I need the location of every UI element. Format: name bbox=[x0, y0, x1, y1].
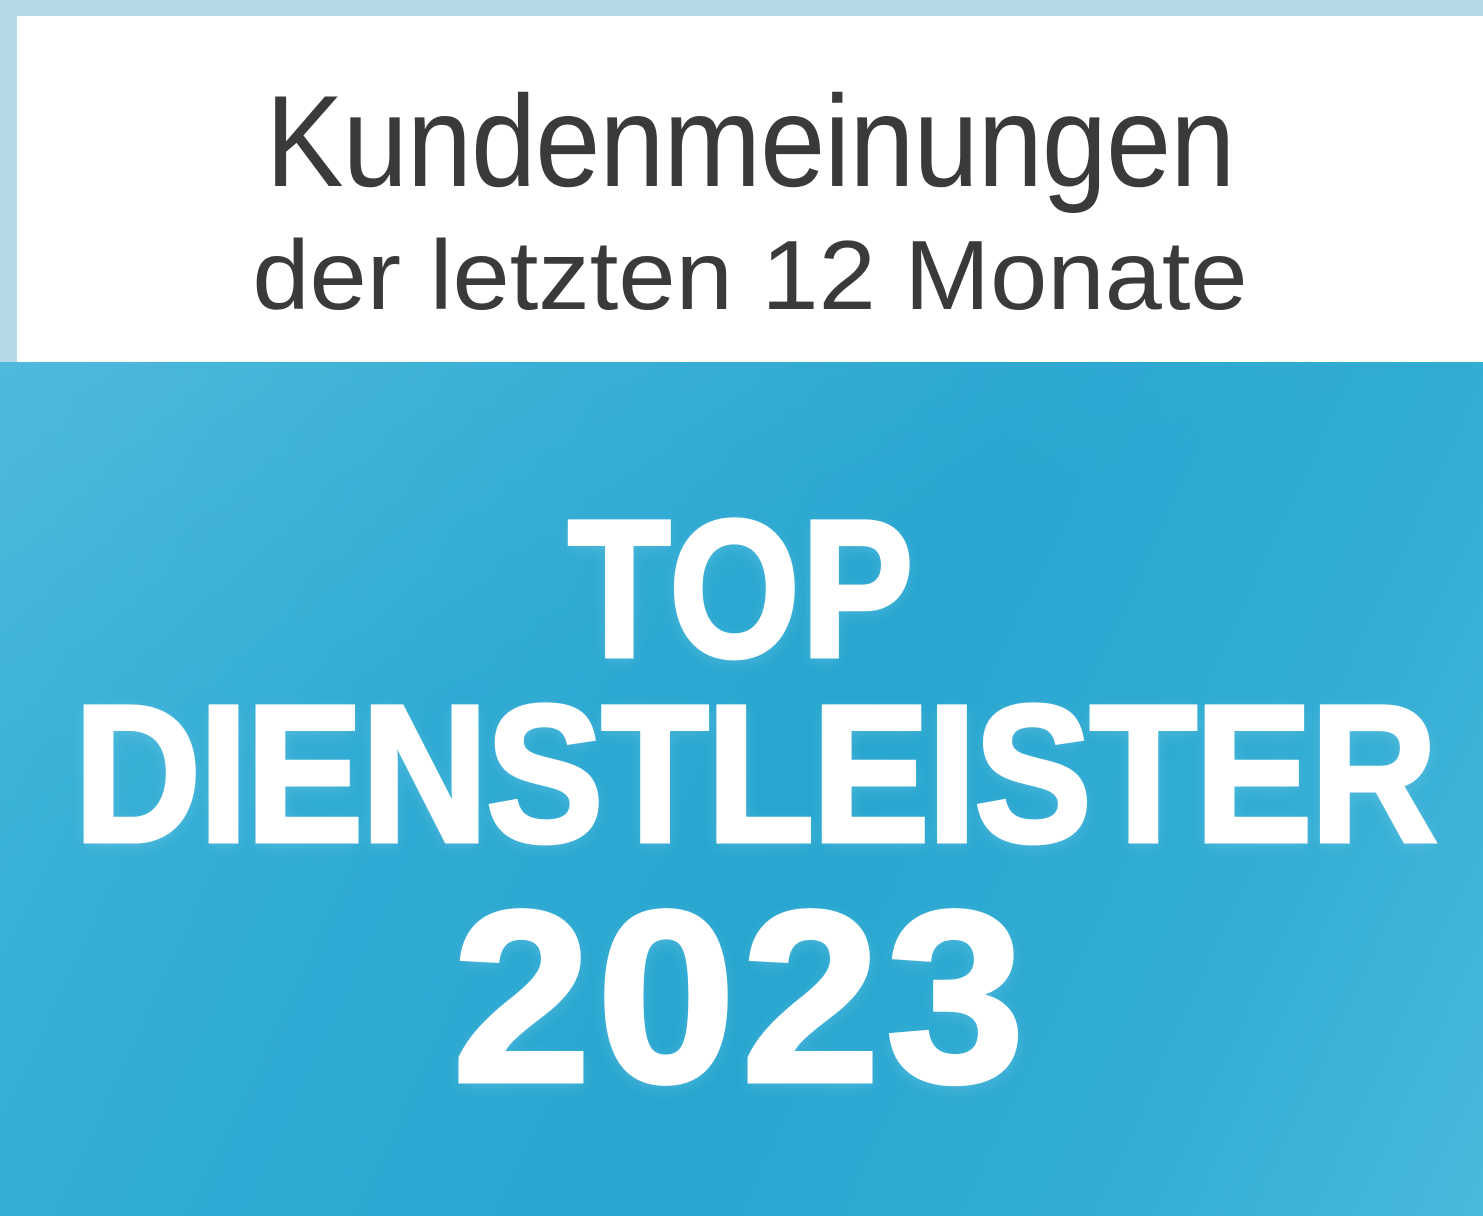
award-panel: TOP DIENSTLEISTER 2023 bbox=[0, 362, 1483, 1216]
award-year: 2023 bbox=[450, 860, 1031, 1133]
header-panel: Kundenmeinungen der letzten 12 Monate bbox=[17, 16, 1483, 362]
badge-frame: Kundenmeinungen der letzten 12 Monate bbox=[0, 0, 1483, 362]
header-title: Kundenmeinungen bbox=[265, 68, 1236, 214]
award-word-dienstleister: DIENSTLEISTER bbox=[72, 665, 1440, 883]
award-word-top: TOP bbox=[566, 480, 915, 698]
header-subtitle: der letzten 12 Monate bbox=[252, 220, 1248, 330]
